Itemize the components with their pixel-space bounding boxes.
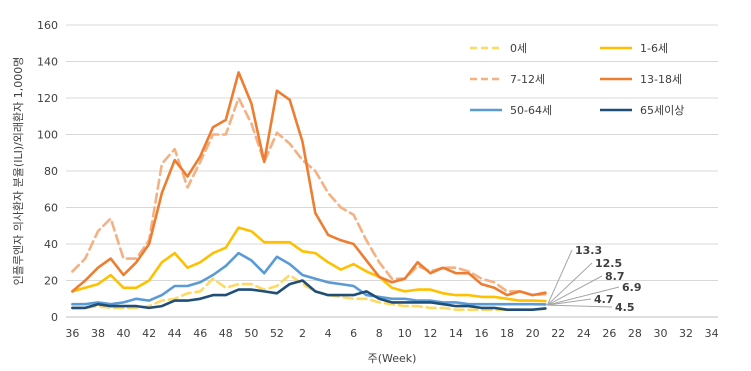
end-label: 4.5: [615, 301, 635, 314]
end-label: 8.7: [605, 270, 625, 283]
y-axis-title: 인플루엔자 의사환자 분율(ILI)/외래환자 1,000명: [12, 57, 25, 286]
x-axis-ticks: 36 38 40 42 44 46 48 50 52 2 4 6 8 10 12 14 16 18 20 22 24 26…: [65, 327, 718, 340]
x-tick-label: 32: [679, 327, 693, 340]
end-label: 12.5: [595, 257, 622, 270]
legend-label: 7-12세: [510, 73, 545, 86]
y-tick-label: 40: [44, 238, 58, 251]
series-line-1: [71, 273, 547, 312]
end-label: 4.7: [594, 293, 614, 306]
series-line-6: [71, 279, 547, 312]
y-tick-label: 140: [37, 56, 58, 69]
x-tick-label: 28: [628, 327, 642, 340]
y-tick-label: 0: [51, 311, 58, 324]
y-tick-label: 120: [37, 92, 58, 105]
x-tick-label: 30: [653, 327, 667, 340]
end-label-leader: [547, 262, 593, 306]
gridlines: [66, 24, 718, 281]
x-tick-label: 22: [551, 327, 565, 340]
x-axis-title: 주(Week): [368, 352, 417, 365]
x-tick-label: 34: [705, 327, 719, 340]
series-lines: [71, 71, 547, 312]
y-tick-label: 160: [37, 19, 58, 32]
x-tick-label: 40: [117, 327, 131, 340]
x-tick-label: 6: [350, 327, 357, 340]
x-tick-label: 2: [299, 327, 306, 340]
x-tick-label: 8: [376, 327, 383, 340]
end-label-leader: [547, 275, 603, 306]
series-line-4: [71, 71, 547, 297]
series-line-5: [71, 251, 547, 306]
end-labels: 13.312.58.76.9 4.74.5: [546, 244, 642, 314]
x-tick-label: 24: [577, 327, 591, 340]
x-tick-label: 38: [91, 327, 105, 340]
series-line-3: [71, 96, 547, 297]
end-label-leader: [547, 286, 620, 306]
x-tick-label: 16: [474, 327, 488, 340]
end-label-leader: [546, 249, 573, 306]
end-label-leader: [547, 304, 613, 308]
legend-label: 0세: [510, 42, 527, 55]
legend-label: 13-18세: [640, 73, 682, 86]
series-line-2: [71, 226, 547, 303]
y-tick-label: 100: [37, 129, 58, 142]
y-tick-label: 60: [44, 202, 58, 215]
x-tick-label: 10: [398, 327, 412, 340]
x-tick-label: 26: [602, 327, 616, 340]
x-tick-label: 4: [325, 327, 332, 340]
x-tick-label: 18: [500, 327, 514, 340]
x-tick-label: 44: [168, 327, 182, 340]
end-label-leader: [547, 298, 592, 306]
x-tick-label: 12: [423, 327, 437, 340]
legend-label: 65세이상: [640, 104, 684, 117]
legend: 0세 1-6세 7-12세 13-18세 50-64세 65세이상: [470, 42, 684, 117]
x-tick-label: 42: [142, 327, 156, 340]
y-tick-label: 80: [44, 165, 58, 178]
x-tick-label: 36: [65, 327, 79, 340]
legend-label: 1-6세: [640, 42, 668, 55]
y-tick-label: 20: [44, 275, 58, 288]
x-tick-label: 46: [193, 327, 207, 340]
x-tick-label: 48: [219, 327, 233, 340]
x-tick-label: 20: [526, 327, 540, 340]
x-tick-label: 14: [449, 327, 463, 340]
y-axis-ticks: 0 20 40 60 80 100 120 140 160: [37, 19, 58, 324]
end-label: 13.3: [575, 244, 602, 257]
x-tick-label: 50: [244, 327, 258, 340]
x-tick-label: 52: [270, 327, 284, 340]
end-label: 6.9: [622, 281, 642, 294]
legend-label: 50-64세: [510, 104, 552, 117]
